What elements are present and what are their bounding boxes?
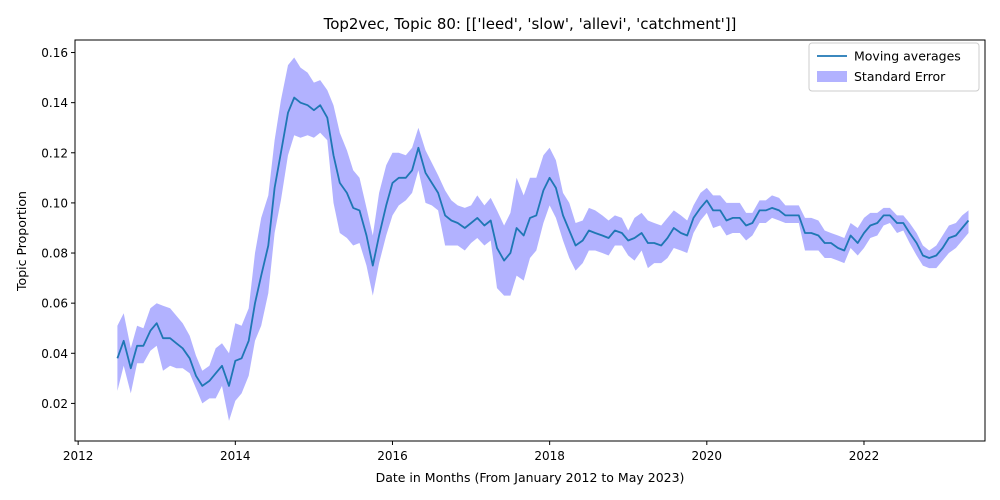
moving-averages-line (116, 96, 970, 387)
y-tick-label: 0.02 (41, 397, 68, 411)
y-tick-label: 0.16 (41, 46, 68, 60)
y-axis: 0.02 0.04 0.06 0.08 0.10 0.12 0.14 0.16 (41, 46, 75, 411)
x-tick-label: 2022 (849, 449, 880, 463)
standard-error-band (117, 57, 969, 421)
legend-box (808, 42, 980, 92)
x-axis: 2012 2014 2016 2018 2020 2022 (63, 441, 879, 463)
x-tick-label: 2014 (220, 449, 251, 463)
x-tick-label: 2012 (63, 449, 94, 463)
x-tick-label: 2020 (692, 449, 723, 463)
legend: Moving averages Standard Error (808, 42, 980, 92)
y-tick-label: 0.14 (41, 96, 68, 110)
chart-title: Top2vec, Topic 80: [['leed', 'slow', 'al… (323, 15, 737, 33)
y-tick-label: 0.12 (41, 146, 68, 160)
legend-band-swatch (817, 71, 847, 82)
legend-label-standard-error: Standard Error (854, 69, 946, 84)
x-tick-label: 2016 (377, 449, 408, 463)
y-tick-label: 0.04 (41, 347, 68, 361)
plot-area (116, 57, 970, 421)
axes-frame (74, 39, 986, 442)
x-axis-title: Date in Months (From January 2012 to May… (376, 470, 685, 485)
y-tick-label: 0.06 (41, 297, 68, 311)
y-tick-label: 0.10 (41, 196, 68, 210)
y-axis-title: Topic Proportion (14, 191, 29, 292)
y-tick-label: 0.08 (41, 247, 68, 261)
x-tick-label: 2018 (534, 449, 565, 463)
legend-label-moving-averages: Moving averages (854, 49, 961, 64)
